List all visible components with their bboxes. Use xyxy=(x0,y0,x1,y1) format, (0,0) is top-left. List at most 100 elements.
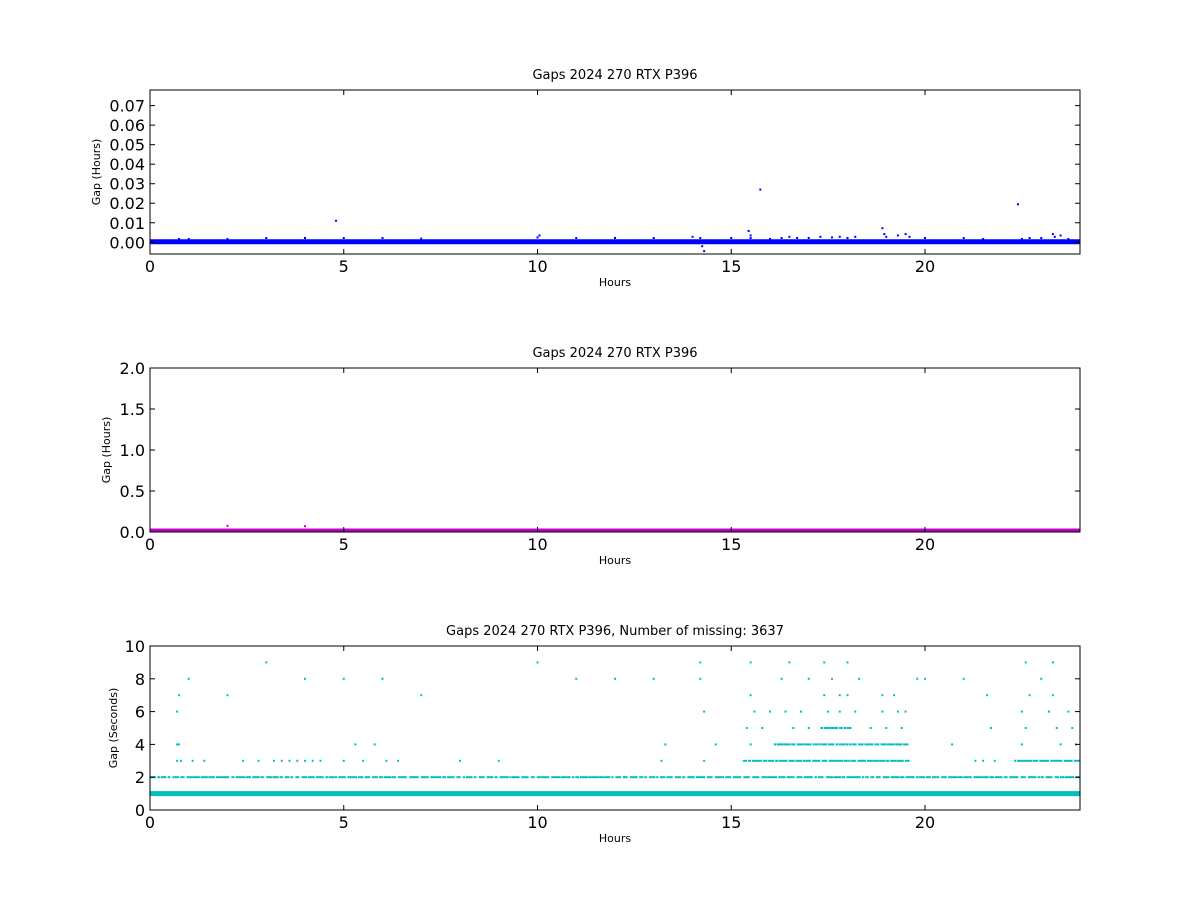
data-point xyxy=(802,759,806,762)
data-point xyxy=(695,776,706,779)
data-point xyxy=(846,661,849,664)
data-point xyxy=(699,236,702,239)
data-point xyxy=(442,776,447,779)
y-axis-label: Gap (Seconds) xyxy=(107,688,120,769)
data-point xyxy=(835,743,839,746)
data-point xyxy=(180,759,182,762)
data-point xyxy=(1037,776,1041,779)
data-point xyxy=(833,776,842,779)
data-point xyxy=(536,236,539,239)
y-tick-label: 0.07 xyxy=(109,97,145,116)
data-point xyxy=(373,743,376,746)
data-point xyxy=(1020,710,1023,713)
data-point xyxy=(486,776,494,779)
data-point xyxy=(381,236,384,239)
data-point xyxy=(795,759,803,762)
data-point xyxy=(730,236,733,239)
data-point xyxy=(347,776,358,779)
data-point xyxy=(219,776,230,779)
data-point xyxy=(649,776,652,779)
data-point xyxy=(936,776,940,779)
data-point xyxy=(897,759,904,762)
data-point xyxy=(176,743,179,746)
y-tick-label: 8 xyxy=(135,670,145,689)
data-point xyxy=(732,776,742,779)
data-point xyxy=(273,759,275,762)
data-point xyxy=(904,233,907,236)
data-point xyxy=(769,237,771,240)
data-point xyxy=(827,743,835,746)
data-point xyxy=(752,776,760,779)
data-point xyxy=(1054,776,1059,779)
data-point xyxy=(851,759,856,762)
data-point xyxy=(890,759,897,762)
data-point xyxy=(715,776,725,779)
data-point xyxy=(1059,234,1062,237)
data-point xyxy=(925,776,931,779)
data-point xyxy=(807,677,810,680)
data-point xyxy=(857,743,864,746)
axes-frame xyxy=(149,89,1081,255)
data-point xyxy=(242,759,244,762)
data-point xyxy=(759,528,762,531)
data-point xyxy=(749,694,752,697)
y-tick-label: 0.04 xyxy=(109,155,145,174)
data-point xyxy=(852,743,857,746)
data-point xyxy=(397,776,407,779)
data-point xyxy=(511,776,520,779)
data-point xyxy=(521,776,529,779)
data-point xyxy=(1028,776,1037,779)
data-point xyxy=(311,759,314,762)
data-point xyxy=(846,236,849,239)
data-point xyxy=(890,776,900,779)
data-point xyxy=(838,727,843,729)
data-point xyxy=(478,776,485,779)
data-point xyxy=(881,710,884,713)
data-point xyxy=(823,727,830,729)
data-point xyxy=(814,776,817,779)
data-point xyxy=(796,236,799,239)
data-point xyxy=(858,677,861,680)
data-point xyxy=(542,776,550,779)
data-point xyxy=(699,677,702,680)
x-tick-label: 10 xyxy=(527,257,547,276)
data-point xyxy=(538,234,541,237)
data-point xyxy=(591,776,599,779)
data-point xyxy=(814,743,818,746)
x-axis-label: Hours xyxy=(599,554,631,567)
data-point xyxy=(743,776,750,779)
data-point xyxy=(848,759,851,762)
data-point xyxy=(178,237,181,240)
data-point xyxy=(989,776,995,779)
data-point xyxy=(1064,776,1075,779)
data-point xyxy=(904,759,910,762)
x-tick-label: 5 xyxy=(339,813,349,832)
data-point xyxy=(193,776,200,779)
data-point xyxy=(176,759,179,762)
data-point xyxy=(660,759,663,762)
data-point xyxy=(761,776,767,779)
data-point xyxy=(1014,759,1017,762)
data-point xyxy=(226,237,229,240)
data-point xyxy=(883,233,886,236)
data-point xyxy=(828,759,835,762)
data-point xyxy=(304,525,306,528)
dense-level-y5-4 xyxy=(820,727,852,729)
data-point xyxy=(908,235,911,238)
data-point xyxy=(362,759,365,762)
data-point xyxy=(296,759,299,762)
y-axis-label: Gap (Hours) xyxy=(100,417,113,484)
data-point xyxy=(780,236,783,239)
data-point xyxy=(882,776,890,779)
data-point xyxy=(284,776,290,779)
data-point xyxy=(826,776,834,779)
data-point xyxy=(767,759,775,762)
data-point xyxy=(841,743,845,746)
data-point xyxy=(957,776,963,779)
data-point xyxy=(962,677,965,680)
dense-level-y4-3 xyxy=(773,743,909,746)
data-point xyxy=(1045,776,1053,779)
data-point xyxy=(948,776,958,779)
data-point xyxy=(886,743,895,746)
data-point xyxy=(703,759,706,762)
